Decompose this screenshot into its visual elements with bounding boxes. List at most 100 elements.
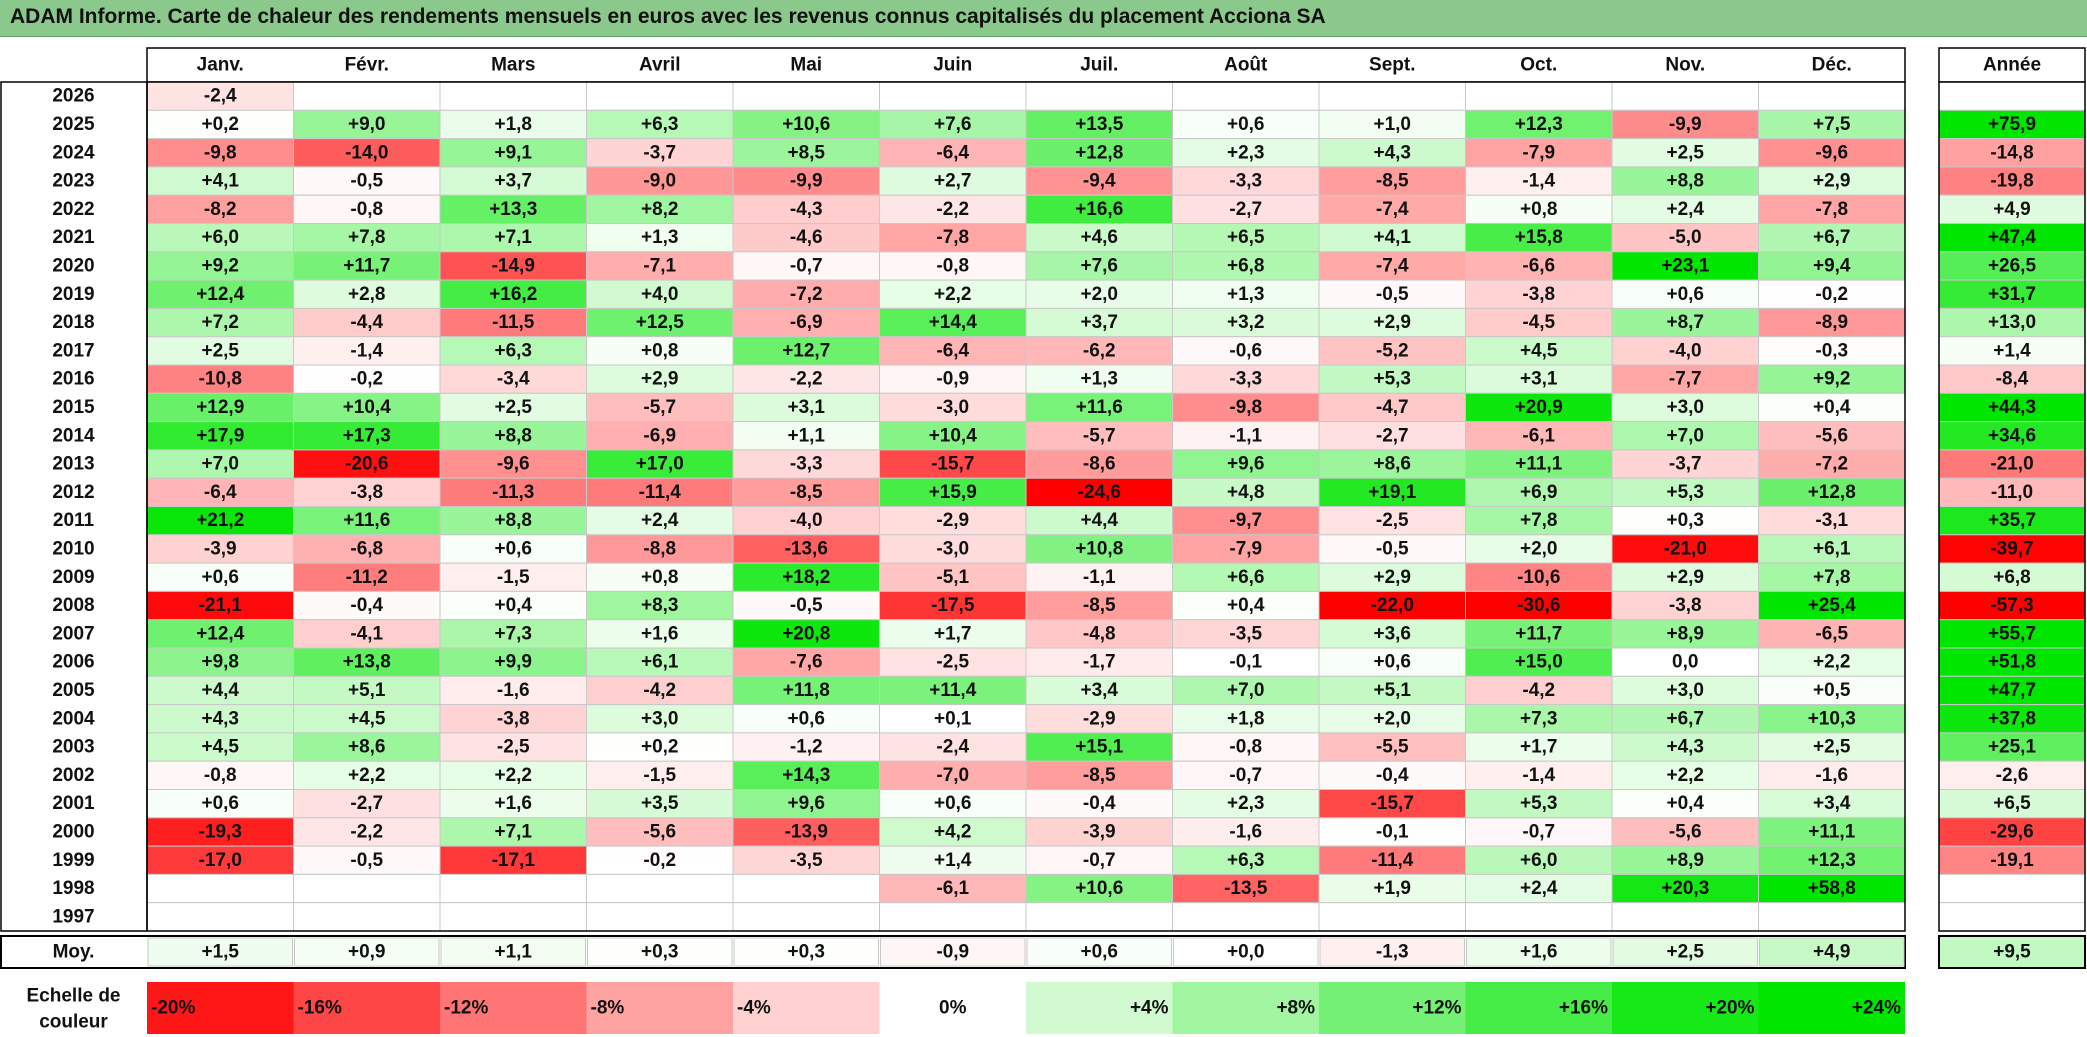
year-label-2000: 2000	[52, 821, 94, 842]
average-cell-7	[1026, 937, 1172, 967]
cell-value-2006-9: +0,6	[1373, 652, 1411, 673]
annual-value-2000: -29,6	[1990, 821, 2033, 842]
month-header-7: Juil.	[1080, 55, 1118, 76]
cell-value-2018-9: +2,9	[1373, 312, 1411, 333]
cell-value-2023-5: -9,9	[790, 171, 823, 192]
cell-value-2015-11: +3,0	[1666, 397, 1704, 418]
cell-2000-9	[1318, 817, 1466, 847]
average-cell-2	[294, 937, 440, 967]
cell-value-2017-5: +12,7	[782, 340, 830, 361]
cell-2023-2	[293, 166, 441, 196]
scale-step-10: +16%	[1559, 998, 1608, 1019]
cell-value-2011-9: -2,5	[1376, 510, 1409, 531]
cell-2009-10	[1465, 562, 1613, 592]
cell-value-2019-12: -0,2	[1815, 284, 1848, 305]
cell-2026-8	[1172, 81, 1320, 111]
cell-value-2020-2: +11,7	[343, 255, 390, 276]
cell-value-2012-7: -24,6	[1078, 482, 1121, 503]
cell-value-2005-9: +5,1	[1373, 680, 1411, 701]
cell-2023-1	[146, 166, 294, 196]
cell-value-2016-5: -2,2	[790, 369, 823, 390]
cell-2012-3	[439, 477, 587, 508]
cell-value-2023-8: -3,3	[1229, 171, 1262, 192]
cell-2003-7	[1025, 732, 1173, 762]
cell-value-1999-12: +12,3	[1808, 850, 1856, 871]
cell-2025-1	[146, 109, 294, 140]
average-label: Moy.	[53, 942, 95, 963]
annual-cell-1997	[1938, 902, 2086, 932]
cell-1998-12	[1758, 873, 1906, 904]
cell-2015-6	[879, 392, 1027, 423]
cell-1999-12	[1758, 845, 1906, 875]
cell-value-2011-4: +2,4	[641, 510, 679, 531]
cell-value-2004-9: +2,0	[1373, 708, 1411, 729]
cell-value-2026-1: -2,4	[204, 86, 237, 107]
cell-2021-6	[879, 223, 1027, 253]
cell-value-2009-9: +2,9	[1373, 567, 1411, 588]
average-annual-value: +9,5	[1993, 942, 2031, 963]
cell-value-2019-2: +2,8	[348, 284, 386, 305]
cell-2020-9	[1318, 251, 1466, 281]
cell-value-2013-6: -15,7	[931, 454, 974, 475]
year-label-2014: 2014	[52, 425, 95, 446]
cell-value-1999-2: -0,5	[350, 850, 383, 871]
cell-2007-9	[1318, 619, 1466, 649]
cell-value-2020-9: -7,4	[1376, 255, 1409, 276]
cell-2006-5	[732, 647, 880, 677]
cell-2008-4	[586, 590, 734, 621]
cell-2014-2	[293, 421, 441, 451]
annual-cell-1999	[1938, 845, 2086, 875]
cell-2004-5	[732, 704, 880, 734]
month-header-2: Févr.	[345, 55, 389, 76]
annual-cell-2020	[1938, 251, 2086, 281]
cell-2008-1	[146, 590, 294, 621]
cell-value-2008-2: -0,4	[350, 595, 383, 616]
cell-value-2000-12: +11,1	[1808, 821, 1855, 842]
cell-2011-12	[1758, 506, 1906, 536]
cell-2018-3	[439, 307, 587, 338]
cell-value-2005-4: -4,2	[643, 680, 676, 701]
cell-value-2018-8: +3,2	[1227, 312, 1265, 333]
cell-value-2008-3: +0,4	[494, 595, 532, 616]
cell-value-2011-3: +8,8	[494, 510, 532, 531]
cell-value-1999-7: -0,7	[1083, 850, 1116, 871]
cell-value-2015-1: +12,9	[196, 397, 244, 418]
cell-2000-12	[1758, 817, 1906, 847]
cell-2022-8	[1172, 194, 1320, 224]
cell-value-2016-11: -7,7	[1669, 369, 1702, 390]
cell-value-2001-8: +2,3	[1227, 793, 1265, 814]
cell-value-2016-8: -3,3	[1229, 369, 1262, 390]
year-label-2003: 2003	[52, 737, 94, 758]
month-header-8: Août	[1224, 55, 1268, 76]
cell-2002-7	[1025, 760, 1173, 791]
cell-value-2018-5: -6,9	[790, 312, 823, 333]
annual-value-2005: +47,7	[1988, 680, 2036, 701]
month-header-5: Mai	[790, 55, 822, 76]
cell-value-2000-10: -0,7	[1522, 821, 1555, 842]
cell-value-2016-3: -3,4	[497, 369, 530, 390]
scale-step-7: +4%	[1130, 998, 1169, 1019]
year-label-2010: 2010	[52, 538, 94, 559]
cell-value-2025-5: +10,6	[782, 114, 830, 135]
cell-2006-6	[879, 647, 1027, 677]
cell-value-2006-6: -2,5	[936, 652, 969, 673]
cell-value-2011-7: +4,4	[1080, 510, 1118, 531]
cell-value-2017-8: -0,6	[1229, 340, 1262, 361]
year-label-2015: 2015	[52, 397, 95, 418]
cell-2026-3	[439, 81, 587, 111]
cell-value-2015-4: -5,7	[643, 397, 676, 418]
cell-value-2021-9: +4,1	[1373, 227, 1411, 248]
cell-value-2014-8: -1,1	[1229, 425, 1262, 446]
cell-value-2001-11: +0,4	[1666, 793, 1704, 814]
year-label-2025: 2025	[52, 114, 95, 135]
year-label-2009: 2009	[52, 567, 94, 588]
cell-2025-7	[1025, 109, 1173, 140]
cell-2026-2	[293, 81, 441, 111]
cell-1997-11	[1611, 902, 1759, 932]
cell-value-2000-3: +7,1	[494, 821, 532, 842]
cell-2025-9	[1318, 109, 1466, 140]
cell-value-2008-10: -30,6	[1517, 595, 1560, 616]
cell-value-2014-1: +17,9	[196, 425, 244, 446]
cell-value-2010-1: -3,9	[204, 538, 237, 559]
average-cell-12	[1759, 937, 1905, 967]
